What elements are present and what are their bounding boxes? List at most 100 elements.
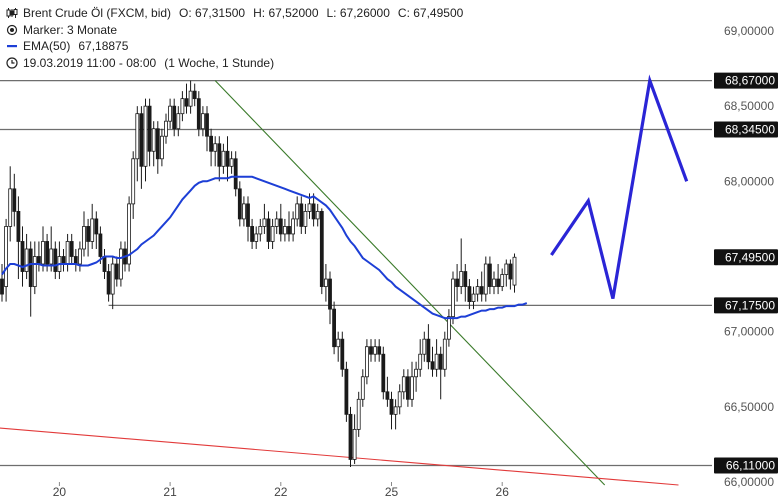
- candle: [53, 241, 58, 280]
- candle: [418, 339, 423, 377]
- candle: [278, 203, 283, 242]
- candle-body: [336, 338, 341, 348]
- candle-body: [229, 158, 234, 167]
- candle-body: [414, 368, 419, 378]
- candle: [459, 238, 464, 295]
- candle: [389, 391, 394, 430]
- candle-body: [364, 346, 369, 378]
- candle-body: [328, 278, 332, 310]
- x-tick-label: 25: [385, 485, 399, 499]
- candle: [438, 346, 443, 400]
- candle: [164, 113, 168, 144]
- candle-body: [266, 218, 271, 242]
- forecast-line: [550, 74, 689, 299]
- candle: [106, 264, 111, 302]
- candle: [205, 106, 209, 152]
- candle-body: [315, 210, 320, 220]
- candle: [295, 196, 300, 227]
- candle: [344, 361, 349, 422]
- candle-body: [397, 391, 402, 408]
- candle: [282, 218, 287, 242]
- candle-body: [180, 98, 185, 115]
- candle: [483, 256, 488, 302]
- candle: [172, 98, 177, 137]
- candle-body: [41, 241, 45, 265]
- candle: [266, 211, 271, 249]
- candle: [401, 369, 406, 400]
- candle: [446, 309, 451, 347]
- candle-body: [213, 143, 218, 152]
- candle: [90, 203, 95, 249]
- candle-body: [455, 278, 460, 287]
- candle-body: [246, 203, 250, 227]
- candle-body: [37, 256, 41, 265]
- candle: [352, 414, 357, 464]
- candle: [430, 346, 435, 377]
- candle: [217, 136, 222, 182]
- candle: [500, 268, 505, 292]
- candle: [373, 339, 378, 362]
- candle-body: [16, 210, 21, 242]
- candle-body: [151, 128, 156, 152]
- candle: [73, 248, 78, 272]
- candle-body: [209, 135, 214, 152]
- candle: [184, 83, 189, 114]
- candle-body: [463, 271, 468, 287]
- ema-swatch-icon: [6, 40, 18, 52]
- candle-body: [188, 90, 193, 107]
- price-tag-label: 67,17500: [725, 298, 775, 312]
- candle-body: [49, 248, 54, 265]
- candle: [451, 271, 455, 325]
- price-tag-label: 66,11000: [726, 458, 775, 472]
- candle: [180, 91, 185, 122]
- candle: [319, 208, 324, 295]
- candle: [291, 211, 296, 242]
- candle-body: [500, 274, 505, 287]
- candle-body: [356, 398, 361, 430]
- candle: [12, 173, 17, 227]
- candle: [24, 233, 29, 280]
- candle-body: [373, 346, 378, 355]
- candle: [332, 301, 337, 355]
- candle: [414, 361, 419, 392]
- candle-body: [282, 226, 287, 235]
- candle-body: [8, 188, 13, 227]
- instrument-name: Brent Crude Öl (FXCM, bid): [23, 6, 172, 20]
- candle: [196, 91, 201, 137]
- candle: [364, 339, 369, 385]
- candle: [127, 196, 131, 272]
- candle: [250, 218, 255, 249]
- candle: [254, 226, 259, 249]
- x-tick-label: 22: [274, 485, 288, 499]
- price-tag-label: 68,67000: [725, 74, 775, 88]
- y-tick-label: 69,00000: [724, 24, 774, 38]
- candle-body: [172, 105, 177, 130]
- candle-body: [135, 113, 140, 160]
- ema-label: EMA(50): [23, 39, 71, 53]
- candle-body: [241, 203, 246, 220]
- legend-instrument-row: Brent Crude Öl (FXCM, bid) O: 67,31500 H…: [6, 5, 463, 22]
- candle-body: [147, 105, 152, 152]
- range-label: 19.03.2019 11:00 - 08:00: [23, 55, 157, 70]
- candle-body: [176, 113, 181, 130]
- candle: [176, 106, 181, 137]
- candle: [0, 264, 4, 302]
- candle-body: [250, 226, 255, 242]
- candle-body: [405, 376, 410, 400]
- candle-body: [307, 203, 312, 212]
- candle-body: [377, 346, 382, 355]
- candle-body: [467, 286, 472, 303]
- candle: [504, 259, 509, 287]
- candle-body: [196, 98, 201, 130]
- candle: [434, 339, 439, 377]
- candle-body: [508, 263, 513, 280]
- legend: Brent Crude Öl (FXCM, bid) O: 67,31500 H…: [6, 5, 463, 71]
- candle: [287, 211, 291, 242]
- candle: [131, 151, 136, 219]
- price-tag: 66,11000: [714, 457, 778, 474]
- candle: [229, 151, 234, 174]
- x-tick-label: 20: [53, 485, 67, 499]
- candle: [426, 324, 431, 370]
- ohlc-low: L: 67,26000: [326, 6, 390, 20]
